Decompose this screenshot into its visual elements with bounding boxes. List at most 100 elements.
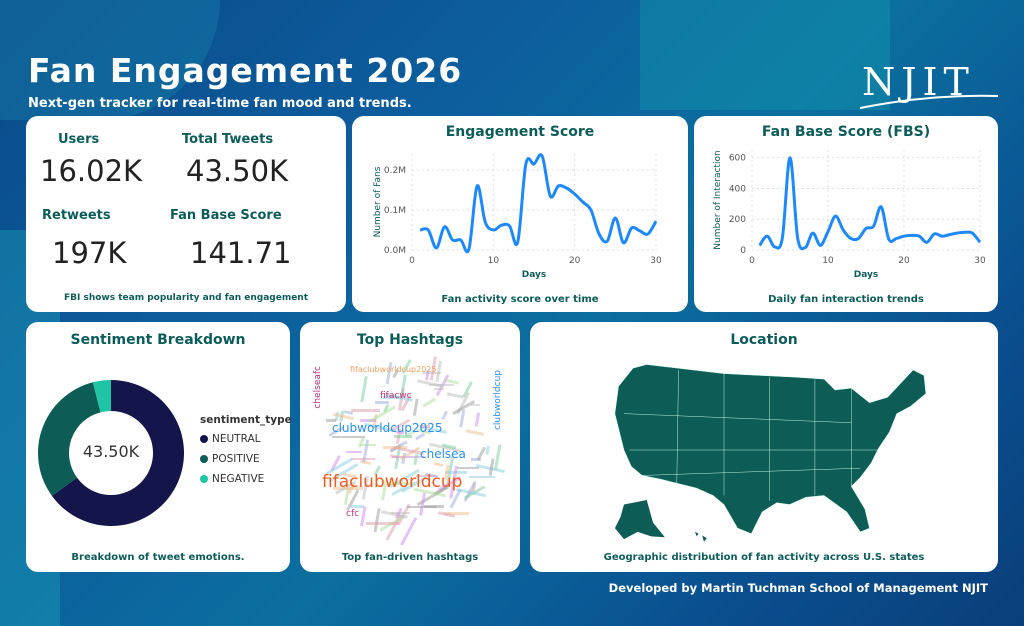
word-cloud-term: [346, 450, 363, 454]
x-tick-label: 20: [569, 256, 581, 266]
word-cloud-term: [441, 410, 449, 420]
fbs-line-chart: 0 200 400 600 0 10 20 30 Days Number of Interacti…: [713, 150, 986, 280]
word-cloud-term: [368, 405, 396, 423]
kpi-value-fan-base-score: 141.71: [190, 236, 292, 270]
y-tick-label: 0.1M: [384, 206, 406, 216]
location-caption: Geographic distribution of fan activity …: [603, 552, 925, 563]
x-axis-label: Days: [854, 270, 879, 280]
x-tick-label: 0: [409, 256, 415, 266]
word-cloud-term: [494, 444, 501, 470]
y-tick-label: 0: [740, 246, 746, 256]
sentiment-card: Sentiment Breakdown 43.50K sentiment_typ…: [26, 322, 292, 572]
fan-base-score-card: Fan Base Score (FBS) 0 200 400 600 0 10 20 30 Da…: [694, 116, 998, 312]
word-cloud-term: [470, 458, 482, 461]
y-tick-label: 0.2M: [384, 166, 406, 176]
kpi-value-retweets: 197K: [52, 236, 127, 270]
word-cloud-term: [433, 387, 444, 391]
x-axis-label: Days: [522, 270, 547, 280]
word-cloud-term: [468, 475, 496, 479]
footer-credit: Developed by Martin Tuchman School of Ma…: [608, 581, 988, 595]
x-tick-label: 10: [822, 256, 834, 266]
location-title: Location: [730, 332, 798, 348]
page-subtitle: Next-gen tracker for real-time fan mood …: [28, 96, 412, 111]
word-cloud-term: [351, 505, 364, 508]
alaska-shape[interactable]: [614, 500, 665, 540]
background-shape: [640, 0, 890, 110]
word-cloud-term: [466, 428, 485, 435]
word-cloud-term: [350, 457, 375, 461]
word-chelsea: chelsea: [420, 447, 466, 461]
chart-caption: Daily fan interaction trends: [768, 294, 924, 305]
word-cloud-term: [446, 391, 464, 398]
y-tick-label: 600: [729, 154, 746, 164]
hashtags-caption: Top fan-driven hashtags: [341, 552, 479, 563]
legend-dot: [200, 475, 208, 483]
word-cloud-term: [422, 397, 436, 407]
engagement-line-chart: 0.0M 0.1M 0.2M 0 10 20 30 Days Number of Fans: [373, 153, 662, 280]
legend-label: POSITIVE: [212, 453, 260, 465]
legend-title: sentiment_type: [200, 414, 292, 426]
word-fifacwc: fifacwc: [380, 391, 412, 401]
us-mainland-shape[interactable]: [614, 364, 927, 534]
word-cloud-term: [366, 522, 399, 525]
word-cloud-term: [392, 455, 424, 459]
series-line: [419, 153, 658, 254]
series-line: [758, 156, 982, 251]
us-map[interactable]: [530, 350, 998, 550]
word-cloud-term: [331, 435, 365, 439]
word-fifaclubworldcup: fifaclubworldcup: [322, 472, 463, 492]
donut-center-label: 43.50K: [82, 442, 140, 461]
kpi-label-total-tweets: Total Tweets: [182, 132, 274, 147]
word-cloud-term: [389, 454, 399, 459]
legend-label: NEGATIVE: [212, 473, 265, 485]
word-cloud-term: [382, 396, 402, 399]
x-tick-label: 10: [488, 256, 500, 266]
word-cloud-term: [424, 505, 444, 508]
state-borders: [623, 369, 879, 501]
logo-swoosh-icon: [860, 94, 999, 109]
kpi-label-users: Users: [58, 132, 100, 147]
legend-item-neutral[interactable]: NEUTRAL: [200, 433, 261, 445]
word-chelseafc: chelseafc: [313, 366, 323, 409]
word-cloud-term: [412, 398, 418, 417]
engagement-score-card: Engagement Score 0.0M 0.1M 0.2M 0 10 20 30 Days…: [352, 116, 688, 312]
kpi-value-total-tweets: 43.50K: [186, 154, 289, 188]
word-cloud-term: [419, 425, 431, 428]
word-cloud-term: [326, 419, 337, 422]
kpi-card: Users 16.02K Total Tweets 43.50K Retweet…: [26, 116, 346, 312]
hawaii-shape[interactable]: [694, 531, 707, 542]
word-cloud-term: [359, 419, 377, 422]
word-cloud-term: [359, 443, 377, 447]
kpi-footnote: FBI shows team popularity and fan engage…: [63, 293, 309, 303]
word-cloud-term: [399, 517, 417, 546]
x-tick-label: 20: [898, 256, 910, 266]
chart-caption: Fan activity score over time: [441, 294, 599, 305]
y-tick-label: 400: [729, 184, 746, 194]
kpi-label-retweets: Retweets: [42, 208, 111, 223]
word-cloud-term: [390, 511, 411, 514]
y-axis-label: Number of Interaction: [713, 150, 723, 249]
chart-title: Engagement Score: [445, 124, 595, 140]
chart-caption: Breakdown of tweet emotions.: [71, 552, 245, 563]
word-cloud: fifaclubworldcup2025 fifacwc chelseafc c…: [310, 356, 510, 546]
word-cloud-term: [474, 411, 480, 427]
kpi-value-users: 16.02K: [40, 154, 143, 188]
y-axis-label: Number of Fans: [373, 166, 383, 237]
word-clubworldcup2025: clubworldcup2025: [332, 421, 443, 435]
word-cloud-term: [444, 512, 470, 515]
word-cloud-term: [382, 446, 408, 449]
word-cloud-term: [360, 376, 368, 402]
legend-item-positive[interactable]: POSITIVE: [200, 453, 260, 465]
word-cloud-term: [415, 474, 437, 478]
word-cloud-term: [433, 462, 443, 467]
word-fifaclubworldcup2025: fifaclubworldcup2025: [350, 365, 437, 374]
word-clubworldcup: clubworldcup: [493, 370, 503, 431]
word-cloud-term: [459, 409, 466, 428]
word-cloud-term: [471, 403, 480, 407]
donut-slice-neutral: [51, 380, 184, 526]
legend-item-negative[interactable]: NEGATIVE: [200, 473, 264, 485]
word-cloud-term: [332, 487, 364, 490]
chart-title: Sentiment Breakdown: [70, 332, 246, 348]
word-cloud-term: [387, 482, 416, 485]
x-tick-label: 0: [749, 256, 755, 266]
